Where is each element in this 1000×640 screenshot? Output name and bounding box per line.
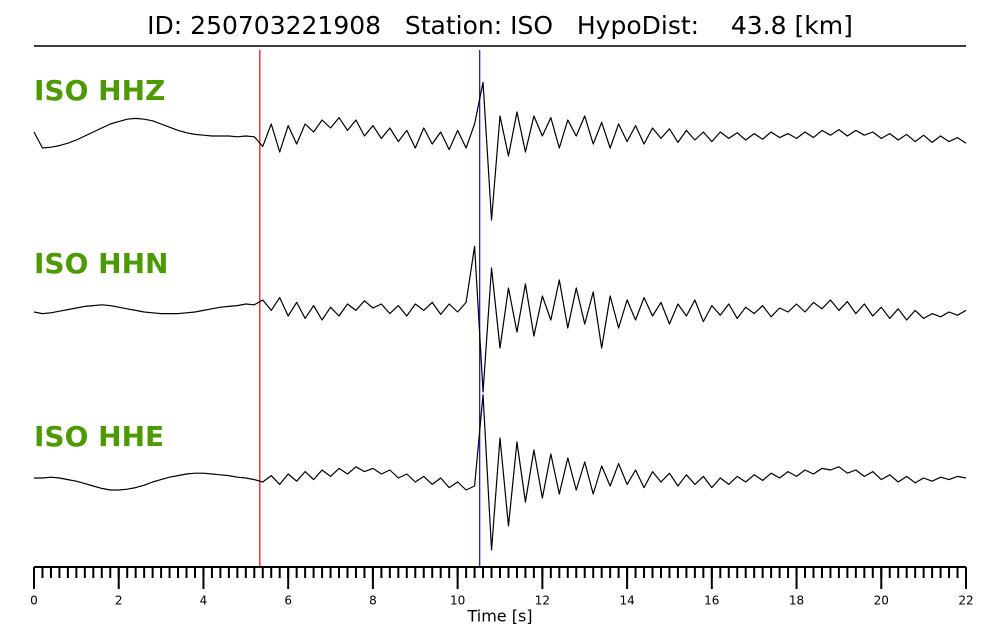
x-tick-label: 4 bbox=[200, 594, 208, 608]
x-tick-label: 6 bbox=[284, 594, 292, 608]
trace-label: ISO HHN bbox=[34, 247, 168, 280]
x-tick-label: 2 bbox=[115, 594, 123, 608]
x-tick-label: 10 bbox=[450, 594, 465, 608]
x-tick-label: 8 bbox=[369, 594, 377, 608]
x-tick-label: 22 bbox=[958, 594, 973, 608]
x-tick-label: 14 bbox=[619, 594, 634, 608]
trace-label: ISO HHZ bbox=[34, 74, 165, 107]
waveform bbox=[33, 245, 967, 393]
waveform bbox=[33, 81, 967, 221]
x-tick-label: 0 bbox=[30, 594, 38, 608]
x-tick-label: 18 bbox=[789, 594, 804, 608]
x-tick-label: 20 bbox=[874, 594, 889, 608]
waveform bbox=[34, 394, 967, 551]
x-tick-label: 12 bbox=[535, 594, 550, 608]
trace-label: ISO HHE bbox=[34, 420, 164, 453]
x-axis-label: Time [s] bbox=[466, 607, 532, 626]
x-tick-label: 16 bbox=[704, 594, 719, 608]
chart-title: ID: 250703221908 Station: ISO HypoDist: … bbox=[147, 11, 853, 40]
